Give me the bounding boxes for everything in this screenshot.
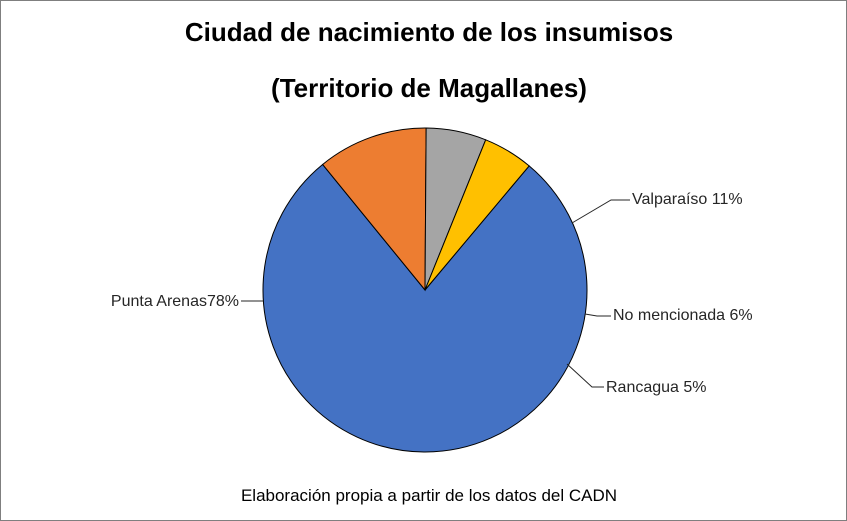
- pie-slices: [262, 127, 588, 453]
- data-label-rancagua: Rancagua 5%: [606, 379, 707, 396]
- pie-slice-rancagua: [424, 139, 530, 291]
- leader-line-rancagua: [566, 363, 604, 388]
- data-label-no-mencionada: No mencionada 6%: [613, 307, 753, 324]
- pie-labels: Punta Arenas78% Valparaíso 11% No menciona…: [111, 191, 753, 396]
- chart-title: Ciudad de nacimiento de los insumisos: [185, 17, 673, 47]
- leader-line-no-mencionada: [584, 313, 611, 317]
- pie-slice-punta-arenas: [262, 163, 588, 453]
- pie-slice-valparaiso: [321, 127, 427, 292]
- data-label-valparaiso: Valparaíso 11%: [632, 191, 743, 208]
- chart-subtitle: (Territorio de Magallanes): [271, 73, 587, 103]
- data-label-punta-arenas: Punta Arenas78%: [111, 293, 239, 310]
- leader-line-valparaiso: [571, 199, 630, 224]
- source-note: Elaboración propia a partir de los datos…: [241, 486, 617, 505]
